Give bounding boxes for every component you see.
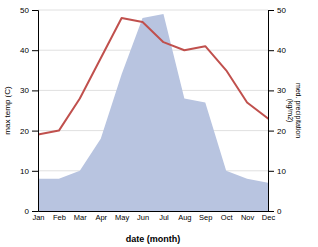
y-axis: 0 10 20 30 40 50: [20, 6, 38, 216]
axis-line: [32, 11, 39, 212]
tick-label: 20: [20, 127, 29, 136]
tick-label: Jun: [137, 213, 149, 222]
tick: Dec: [262, 213, 276, 222]
tick: Feb: [53, 213, 66, 222]
tick: 30: [20, 86, 38, 95]
tick-mark: [268, 131, 274, 132]
tick: 50: [20, 6, 38, 15]
tick-label: 20: [277, 127, 286, 136]
tick: Mar: [74, 213, 87, 222]
tick-label: Aug: [178, 213, 191, 222]
tick-mark: [32, 211, 38, 212]
tick-label: 40: [20, 46, 29, 55]
tick: Sep: [199, 213, 212, 222]
grid: [38, 10, 268, 211]
tick-label: Oct: [221, 213, 234, 222]
tick-label: Dec: [262, 213, 276, 222]
y2-axis: 0 10 20 30 40 50: [268, 6, 286, 216]
tick-label: 30: [277, 86, 286, 95]
line: [38, 18, 268, 135]
tick: 20: [20, 127, 38, 136]
tick: 10: [20, 167, 38, 176]
tick-label: 10: [277, 167, 286, 176]
tick-label: 0: [277, 207, 282, 216]
tick-label: Sep: [199, 213, 212, 222]
tick: Oct: [221, 213, 234, 222]
axis-line: [39, 211, 269, 212]
tick: 40: [20, 46, 38, 55]
tick: 0: [268, 207, 282, 216]
tick-label: Mar: [74, 213, 87, 222]
y-axis-title: max temp (C): [3, 86, 12, 135]
tick-mark: [268, 171, 274, 172]
tick-label: Nov: [241, 213, 255, 222]
y2-axis-title-line: (kg/m2): [286, 99, 294, 123]
tick-label: May: [115, 213, 129, 222]
grid-line: [38, 10, 268, 11]
chart: JanFebMarAprMayJunJulAugSepOctNovDec0102…: [0, 0, 318, 247]
tick-mark: [32, 50, 38, 51]
tick-label: Apr: [95, 213, 107, 222]
tick: May: [115, 213, 129, 222]
tick: 40: [268, 46, 286, 55]
tick-mark: [268, 10, 274, 11]
tick-mark: [268, 50, 274, 51]
tick-label: 0: [25, 207, 30, 216]
tick: 30: [268, 86, 286, 95]
axis-line: [269, 11, 275, 212]
tick-label: 10: [20, 167, 29, 176]
tick: Apr: [95, 213, 107, 222]
x-axis-title: date (month): [126, 234, 181, 244]
tick: Jul: [159, 213, 169, 222]
y2-axis-title: med. precipitation(kg/m2): [286, 83, 302, 138]
tick-mark: [268, 211, 274, 212]
tick-mark: [32, 171, 38, 172]
tick: 20: [268, 127, 286, 136]
tick-label: 30: [20, 86, 29, 95]
tick-mark: [268, 90, 274, 91]
tick-mark: [32, 131, 38, 132]
plot: JanFebMarAprMayJunJulAugSepOctNovDec0102…: [20, 6, 286, 222]
tick-label: Jan: [32, 213, 44, 222]
tick: 10: [268, 167, 286, 176]
x-axis: Jan Feb Mar Apr May Jun Jul Aug Sep Oct Nov Dec: [32, 212, 275, 223]
tick-label: 40: [277, 46, 286, 55]
tick-label: Feb: [53, 213, 66, 222]
tick-label: Jul: [159, 213, 169, 222]
area: [38, 14, 268, 211]
tick: Jan: [32, 213, 44, 222]
tick-label: 50: [277, 6, 286, 15]
tick-mark: [32, 10, 38, 11]
tick: 0: [25, 207, 38, 216]
tick: 50: [268, 6, 286, 15]
tick: Aug: [178, 213, 191, 222]
tick: Nov: [241, 213, 255, 222]
tick-mark: [32, 90, 38, 91]
tick: Jun: [137, 213, 149, 222]
marks: [38, 14, 268, 211]
tick-label: 50: [20, 6, 29, 15]
